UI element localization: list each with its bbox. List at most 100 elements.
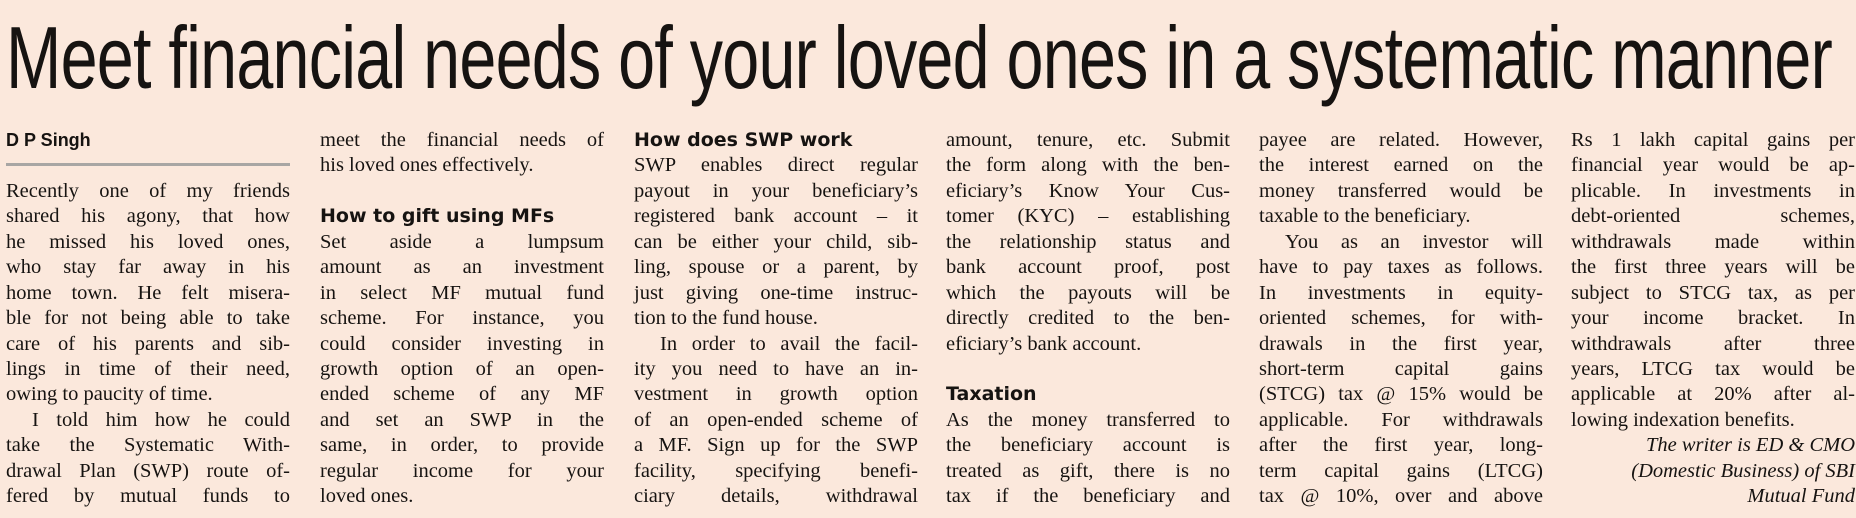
paragraph-line-row: years, LTCG tax would be <box>1571 357 1855 382</box>
paragraph-line: shared his agony, that how <box>6 205 290 228</box>
paragraph-line-row: the beneficiary account is <box>946 433 1230 458</box>
paragraph-line-row: who stay far away in his <box>6 255 290 280</box>
paragraph-line: home town. He felt misera- <box>6 281 290 304</box>
paragraph-line: term capital gains (LTCG) <box>1259 459 1543 482</box>
paragraph-line: the interest earned on the <box>1259 154 1543 177</box>
paragraph-line-row: applicable at 20% after al- <box>1571 382 1855 407</box>
paragraph-line-row: drawals in the first year, <box>1259 332 1543 357</box>
paragraph-line: regular income for your <box>320 459 604 482</box>
article-column: How does SWP work SWP enables direct regu… <box>634 128 918 510</box>
paragraph-line-row: can be either your child, sib- <box>634 230 918 255</box>
paragraph-line-row: he missed his loved ones, <box>6 230 290 255</box>
paragraph-line: the relationship status and <box>946 230 1230 253</box>
paragraph-line: plicable. In investments in <box>1571 179 1855 202</box>
paragraph-line-row: Rs 1 lakh capital gains per <box>1571 128 1855 153</box>
paragraph-line-row: amount as an investment <box>320 255 604 280</box>
paragraph-line: the first three years will be <box>1571 256 1855 279</box>
paragraph-line: in select MF mutual fund <box>320 281 604 304</box>
headline: Meet financial needs of your loved ones … <box>6 8 1833 107</box>
paragraph-line: tomer (KYC) – establishing <box>946 205 1230 228</box>
section-heading-row: Taxation <box>946 382 1230 407</box>
paragraph-line-row: ciary details, withdrawal <box>634 484 918 509</box>
paragraph-line-row: Set aside a lumpsum <box>320 230 604 255</box>
paragraph-line-row: regular income for your <box>320 459 604 484</box>
paragraph-line: ciary details, withdrawal <box>634 485 918 508</box>
paragraph-line-row: registered bank account – it <box>634 204 918 229</box>
paragraph-line-row: (STCG) tax @ 15% would be <box>1259 382 1543 407</box>
paragraph-line: a MF. Sign up for the SWP <box>634 434 918 457</box>
paragraph-line: financial year would be ap- <box>1571 154 1855 177</box>
paragraph-line: the form along with the ben- <box>946 154 1230 177</box>
paragraph-line-row: fered by mutual funds to <box>6 484 290 509</box>
author-note-line: The writer is ED & CMO <box>1646 434 1855 457</box>
paragraph-line-row: ble for not being able to take <box>6 306 290 331</box>
paragraph-line: taxable to the beneficiary. <box>1259 205 1471 228</box>
paragraph-line: drawals in the first year, <box>1259 332 1543 355</box>
spacer <box>320 179 604 204</box>
paragraph-line-row: subject to STCG tax, as per <box>1571 281 1855 306</box>
paragraph-line-row: Recently one of my friends <box>6 179 290 204</box>
paragraph-line-row: SWP enables direct regular <box>634 153 918 178</box>
author-note-line: (Domestic Business) of SBI <box>1631 459 1855 482</box>
paragraph-line-row: ended scheme of any MF <box>320 382 604 407</box>
paragraph-line: eficiary’s Know Your Cus- <box>946 179 1230 202</box>
paragraph-line-row: withdrawals made within <box>1571 230 1855 255</box>
article-column: amount, tenure, etc. Submit the form alon… <box>946 128 1230 510</box>
paragraph-line-row: withdrawals after three <box>1571 332 1855 357</box>
paragraph-line: withdrawals made within <box>1571 230 1855 253</box>
spacer <box>946 357 1230 382</box>
paragraph-line-row: bank account proof, post <box>946 255 1230 280</box>
section-heading-row: How to gift using MFs <box>320 204 604 229</box>
paragraph-line: care of his parents and sib- <box>6 332 290 355</box>
byline-row: D P Singh <box>6 128 290 153</box>
article-column: meet the financial needs of his loved one… <box>320 128 604 510</box>
paragraph-line: years, LTCG tax would be <box>1571 357 1855 380</box>
paragraph-line-row: after the first year, long- <box>1259 433 1543 458</box>
paragraph-line: applicable at 20% after al- <box>1571 383 1855 406</box>
paragraph-line-row: You as an investor will <box>1259 230 1543 255</box>
paragraph-line: fered by mutual funds to <box>6 485 290 508</box>
paragraph-line-row: the first three years will be <box>1571 255 1855 280</box>
paragraph-line: registered bank account – it <box>634 205 918 228</box>
paragraph-line-row: just giving one-time instruc- <box>634 281 918 306</box>
paragraph-line-row: short-term capital gains <box>1259 357 1543 382</box>
paragraph-line: tax @ 10%, over and above <box>1259 485 1543 508</box>
paragraph-line: (STCG) tax @ 15% would be <box>1259 383 1543 406</box>
paragraph-line-row: tomer (KYC) – establishing <box>946 204 1230 229</box>
author-note-line: Mutual Fund <box>1747 485 1855 508</box>
paragraph-line-row: money transferred would be <box>1259 179 1543 204</box>
paragraph-line-row: term capital gains (LTCG) <box>1259 459 1543 484</box>
paragraph-line-row: vestment in growth option <box>634 382 918 407</box>
paragraph-line: bank account proof, post <box>946 256 1230 279</box>
paragraph-line: his loved ones effectively. <box>320 154 534 177</box>
paragraph-line: In investments in equity- <box>1259 281 1543 304</box>
paragraph-line-row: have to pay taxes as follows. <box>1259 255 1543 280</box>
paragraph-line-row: In investments in equity- <box>1259 281 1543 306</box>
paragraph-line: oriented schemes, for with- <box>1259 307 1543 330</box>
paragraph-line: payee are related. However, <box>1259 129 1543 151</box>
paragraph-line: ity you need to have an in- <box>634 357 918 380</box>
article-column: payee are related. However, the interest … <box>1259 128 1543 510</box>
paragraph-line: I told him how he could <box>32 408 290 431</box>
paragraph-line: owing to paucity of time. <box>6 383 213 406</box>
article-column: D P Singh Recently one of my friends share… <box>6 128 290 510</box>
paragraph-line: eficiary’s bank account. <box>946 332 1142 355</box>
paragraph-line-row: drawal Plan (SWP) route of- <box>6 459 290 484</box>
paragraph-line: same, in order, to provide <box>320 434 604 457</box>
paragraph-line-row: of an open-ended scheme of <box>634 408 918 433</box>
paragraph-line-row: growth option of an open- <box>320 357 604 382</box>
paragraph-line: your income bracket. In <box>1571 307 1855 330</box>
section-heading: Taxation <box>946 383 1037 406</box>
paragraph-line: payout in your beneficiary’s <box>634 179 918 202</box>
paragraph-line-row: and set an SWP in the <box>320 408 604 433</box>
paragraph-line-row: same, in order, to provide <box>320 433 604 458</box>
paragraph-line: ling, spouse or a parent, by <box>634 256 918 279</box>
byline: D P Singh <box>6 130 91 150</box>
paragraph-line-row: his loved ones effectively. <box>320 153 604 178</box>
paragraph-line: SWP enables direct regular <box>634 154 918 177</box>
paragraph-line: tax if the beneficiary and <box>946 485 1230 508</box>
paragraph-line-row: shared his agony, that how <box>6 204 290 229</box>
paragraph-line: could consider investing in <box>320 332 604 355</box>
paragraph-line-row: which the payouts will be <box>946 281 1230 306</box>
paragraph-line: lings in time of their need, <box>6 357 290 380</box>
